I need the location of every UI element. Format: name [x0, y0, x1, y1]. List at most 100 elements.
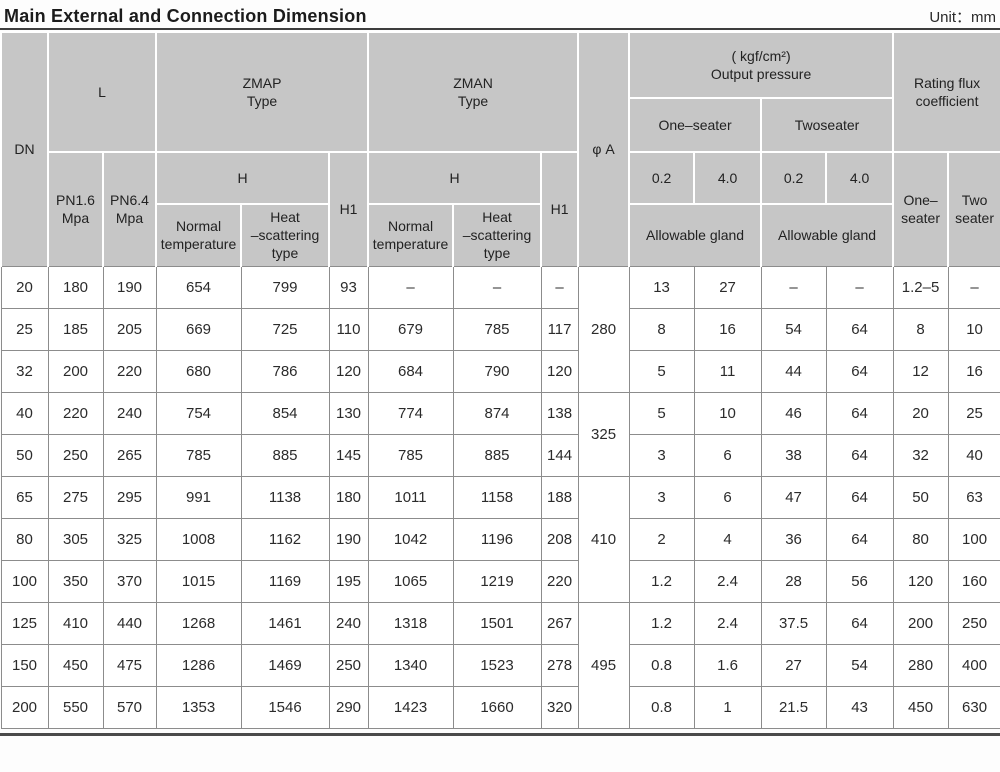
header-one-seater-02: 0.2 [628, 151, 696, 205]
cell-zman_h_heat: – [452, 265, 542, 309]
cell-os02: 13 [628, 265, 695, 309]
cell-zmap_h1: 180 [328, 475, 369, 519]
cell-phiA: 325 [577, 391, 630, 477]
header-zmap-heat-type: Heat –scattering type [240, 203, 331, 267]
cell-zmap_h_heat: 1138 [240, 475, 330, 519]
cell-zmap_h_normal: 680 [155, 349, 242, 393]
cell-ts40: 54 [825, 643, 894, 687]
header-output-pressure: ( kgf/cm²) Output pressure [628, 31, 895, 99]
cell-zman_h_normal: 679 [367, 307, 454, 351]
header-flux-two-seater: Two seater [947, 151, 1000, 267]
cell-zman_h1: 320 [540, 685, 579, 729]
header-row-4: Normal temperature Heat –scattering type… [1, 203, 1000, 267]
cell-zmap_h_normal: 1008 [155, 517, 242, 561]
header-one-seater: One–seater [628, 97, 763, 153]
cell-zman_h_heat: 874 [452, 391, 542, 435]
header-flux-one-seater: One– seater [892, 151, 950, 267]
cell-flux_two: 160 [947, 559, 1000, 603]
cell-flux_two: 10 [947, 307, 1000, 351]
cell-pn16: 200 [47, 349, 104, 393]
cell-zmap_h_heat: 854 [240, 391, 330, 435]
cell-zman_h1: 267 [540, 601, 579, 645]
header-one-seater-40: 4.0 [693, 151, 763, 205]
cell-flux_two: – [947, 265, 1000, 309]
table-header: DN L ZMAP Type ZMAN Type φ A ( kgf/cm²) … [0, 31, 1000, 267]
cell-zman_h_normal: 684 [367, 349, 454, 393]
cell-zmap_h_normal: 1015 [155, 559, 242, 603]
cell-zman_h_normal: 1065 [367, 559, 454, 603]
cell-os40: 1.6 [693, 643, 762, 687]
table-row: 50 250 265 785 885 145 785 885 144 3 6 38 64 32 40 [0, 433, 1000, 477]
cell-zman_h1: – [540, 265, 579, 309]
cell-zmap_h1: 190 [328, 517, 369, 561]
table-row: 100 350 370 1015 1169 195 1065 1219 220 1.2 2.4 28 5… [0, 559, 1000, 603]
cell-zman_h_normal: 774 [367, 391, 454, 435]
cell-flux_two: 63 [947, 475, 1000, 519]
cell-ts02: 44 [760, 349, 827, 393]
title-bar: Main External and Connection Dimension U… [0, 0, 1000, 28]
cell-pn64: 570 [102, 685, 157, 729]
cell-ts40: 56 [825, 559, 894, 603]
cell-zmap_h1: 240 [328, 601, 369, 645]
header-l: L [46, 31, 158, 153]
cell-zmap_h_heat: 1162 [240, 517, 330, 561]
cell-flux_one: 50 [892, 475, 949, 519]
cell-os02: 1.2 [628, 559, 695, 603]
cell-zman_h1: 138 [540, 391, 579, 435]
cell-zmap_h1: 195 [328, 559, 369, 603]
cell-zmap_h_heat: 725 [240, 307, 330, 351]
cell-zmap_h1: 120 [328, 349, 369, 393]
cell-flux_one: 12 [892, 349, 949, 393]
header-row-1: DN L ZMAP Type ZMAN Type φ A ( kgf/cm²) … [0, 31, 1000, 267]
header-zman-normal-temp: Normal temperature [367, 203, 455, 267]
cell-os02: 0.8 [628, 685, 695, 729]
header-two-seater-allowable-gland: Allowable gland [760, 203, 895, 267]
cell-flux_one: 80 [892, 517, 949, 561]
cell-ts02: 38 [760, 433, 827, 477]
cell-os02: 2 [628, 517, 695, 561]
cell-ts40: 64 [825, 307, 894, 351]
cell-pn16: 185 [47, 307, 104, 351]
cell-os02: 3 [628, 433, 695, 477]
cell-pn64: 240 [102, 391, 157, 435]
cell-os02: 8 [628, 307, 695, 351]
cell-zman_h_normal: – [367, 265, 454, 309]
cell-pn16: 180 [47, 265, 104, 309]
cell-ts02: 21.5 [760, 685, 827, 729]
cell-ts02: 27 [760, 643, 827, 687]
header-zmap-type: ZMAP Type [155, 31, 370, 153]
cell-flux_two: 400 [947, 643, 1000, 687]
cell-flux_one: 1.2–5 [892, 265, 949, 309]
table-row: 20 180 190 654 799 93– – –280 13 27– –1.2–5– [0, 265, 1000, 393]
cell-dn: 50 [0, 433, 49, 477]
cell-phiA: 410 [577, 475, 630, 603]
cell-zman_h1: 278 [540, 643, 579, 687]
cell-flux_one: 8 [892, 307, 949, 351]
header-row-2: One–seater Twoseater [1, 97, 1000, 153]
cell-zman_h_heat: 1219 [452, 559, 542, 603]
cell-os40: 1 [693, 685, 762, 729]
cell-flux_two: 100 [947, 517, 1000, 561]
cell-zmap_h_heat: 799 [240, 265, 330, 309]
cell-ts02: 36 [760, 517, 827, 561]
cell-os40: 6 [693, 475, 762, 519]
cell-dn: 100 [0, 559, 49, 603]
cell-phiA: 495 [577, 601, 630, 729]
cell-ts40: 64 [825, 601, 894, 645]
table-row: 200 550 570 1353 1546 290 1423 1660 320 0.8 1 21.5 4… [0, 685, 1000, 729]
cell-zmap_h_normal: 669 [155, 307, 242, 351]
cell-zmap_h_normal: 654 [155, 265, 242, 309]
cell-pn16: 305 [47, 517, 104, 561]
header-zmap-h: H [155, 151, 331, 205]
cell-zmap_h_normal: 991 [155, 475, 242, 519]
cell-pn16: 550 [47, 685, 104, 729]
cell-zmap_h_heat: 786 [240, 349, 330, 393]
cell-ts02: 46 [760, 391, 827, 435]
cell-ts40: 64 [825, 349, 894, 393]
cell-zman_h1: 208 [540, 517, 579, 561]
header-pn16: PN1.6 Mpa [47, 151, 104, 267]
cell-pn16: 250 [47, 433, 104, 477]
cell-zman_h_normal: 1042 [367, 517, 454, 561]
header-dn: DN [0, 31, 49, 267]
cell-zmap_h1: 145 [328, 433, 369, 477]
